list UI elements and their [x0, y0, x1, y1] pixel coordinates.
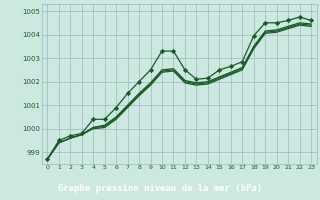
Text: Graphe pression niveau de la mer (hPa): Graphe pression niveau de la mer (hPa) — [58, 184, 262, 193]
